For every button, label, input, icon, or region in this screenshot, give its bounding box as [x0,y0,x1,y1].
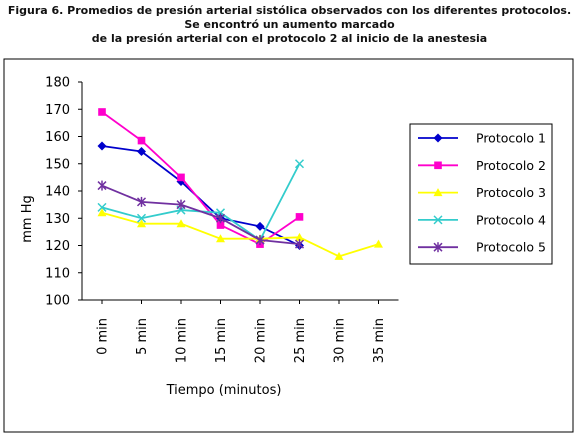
caption-line-3: de la presión arterial con el protocolo … [91,32,488,45]
x-axis-title: Tiempo (minutos) [166,383,282,398]
data-point [176,199,186,210]
legend-marker [433,188,443,197]
legend-item-3: Protocolo 3 [418,185,546,200]
data-point [294,239,305,250]
data-point [255,221,265,231]
series-line [101,184,300,246]
series-line [101,211,379,258]
data-point [295,213,304,221]
legend-marker [434,161,442,170]
caption-line-2: Se encontró un aumento marcado [184,18,395,31]
data-point [98,108,106,116]
legend-marker [433,133,443,143]
data-point [136,196,147,207]
data-point [294,159,305,169]
legend-marker [433,242,443,253]
data-point [97,202,107,212]
legend-label: Protocolo 4 [476,212,546,227]
data-point [97,180,107,191]
x-tick-label: 15 min [214,318,229,363]
x-tick-label: 25 min [293,318,308,363]
legend: Protocolo 1 Protocolo 2 Protocolo 3 Protoco… [409,123,553,265]
data-point [136,213,147,223]
y-tick-label: 120 [45,239,70,254]
figure-caption: Figura 6. Promedios de presión arterial … [0,4,579,46]
data-point [97,208,107,217]
data-point [215,213,226,224]
x-tick-label: 30 min [333,318,348,363]
legend-item-4: Protocolo 4 [418,212,546,227]
y-tick-label: 150 [45,157,70,172]
data-point [255,235,265,246]
data-point [137,146,146,156]
data-point [374,239,383,248]
y-tick-label: 130 [45,212,70,227]
y-tick-label: 180 [45,76,70,91]
y-axis-title: mm Hg [20,195,35,243]
data-point [137,219,146,228]
legend-label: Protocolo 3 [476,185,546,200]
series-5 [97,180,305,250]
legend-box [409,123,553,265]
y-tick-label: 160 [45,130,70,145]
data-point [97,141,107,151]
data-point [177,173,185,182]
legend-item-1: Protocolo 1 [418,131,546,146]
data-point [216,234,225,243]
x-tick-label: 35 min [372,318,387,363]
data-point [295,232,304,241]
data-point [176,219,186,228]
legend-label: Protocolo 1 [476,131,546,146]
series-3 [97,208,383,260]
legend-item-2: Protocolo 2 [418,158,546,173]
legend-label: Protocolo 2 [476,158,546,173]
data-point [137,136,146,145]
x-tick-label: 20 min [254,318,269,363]
legend-item-5: Protocolo 5 [418,240,546,255]
y-tick-label: 100 [45,294,70,309]
y-tick-label: 140 [45,185,70,200]
x-tick-label: 10 min [175,318,190,363]
data-point [216,221,225,229]
y-tick-label: 170 [45,103,70,118]
y-tick-label: 110 [45,266,70,281]
legend-marker [433,215,443,225]
legend-label: Protocolo 5 [476,240,546,255]
caption-line-1: Figura 6. Promedios de presión arterial … [7,4,572,17]
x-tick-label: 5 min [135,318,150,355]
data-point [334,251,344,260]
plot-layer: 100 110 120 130 140 150 160 170 180 0 min 5 min 10 … [45,76,399,363]
series-line [101,111,301,246]
x-tick-label: 0 min [96,318,111,355]
